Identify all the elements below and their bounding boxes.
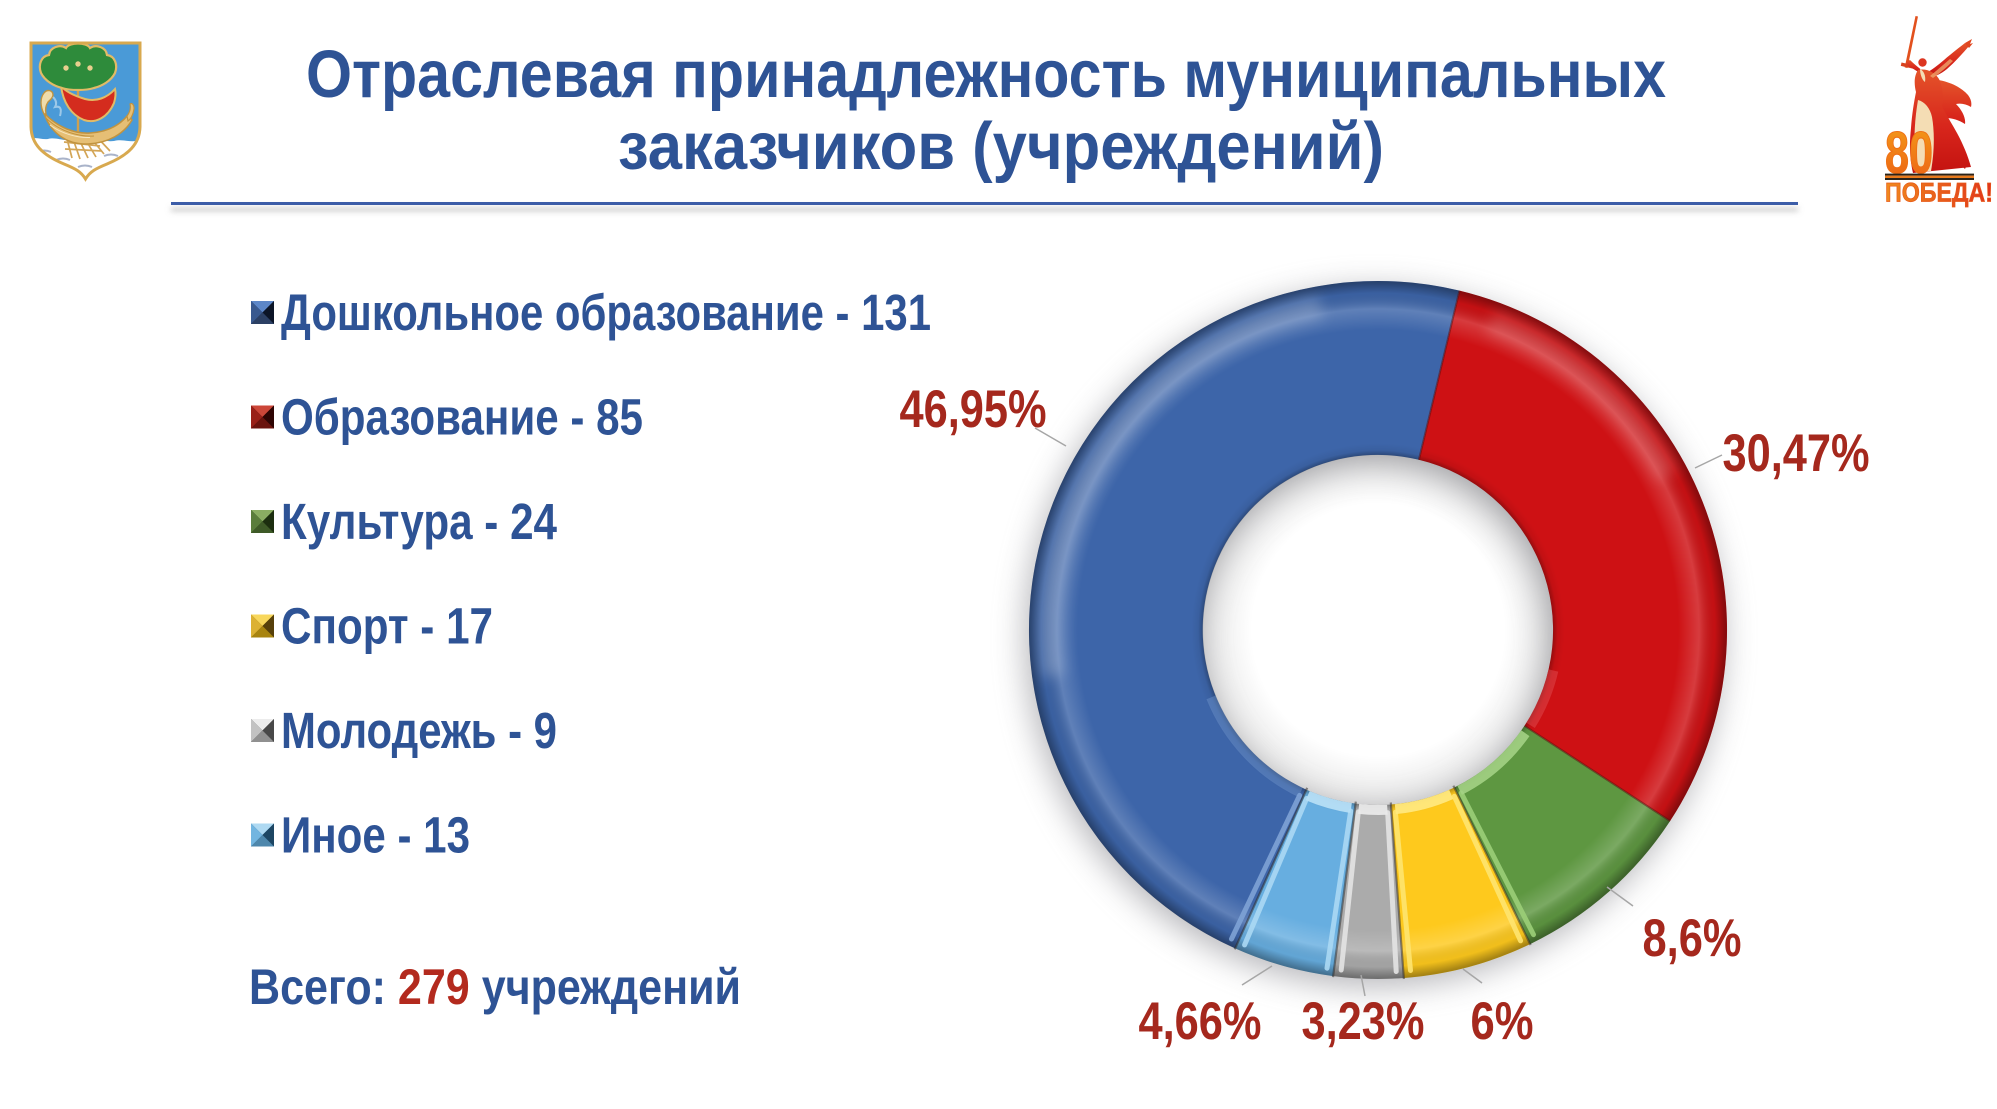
svg-text:Отраслевая принадлежность муни: Отраслевая принадлежность муниципальных xyxy=(306,37,1666,112)
svg-text:заказчиков (учреждений): заказчиков (учреждений) xyxy=(618,109,1384,184)
svg-text:30,47%: 30,47% xyxy=(1723,424,1870,483)
svg-text:4,66%: 4,66% xyxy=(1139,992,1262,1051)
svg-text:6%: 6% xyxy=(1471,992,1534,1051)
svg-text:3,23%: 3,23% xyxy=(1302,992,1425,1051)
svg-text:ПОБЕДА!: ПОБЕДА! xyxy=(1885,178,1993,208)
svg-text:Иное - 13: Иное - 13 xyxy=(281,807,470,864)
svg-text:Образование - 85: Образование - 85 xyxy=(281,389,643,446)
svg-text:Дошкольное образование - 131: Дошкольное образование - 131 xyxy=(281,284,931,341)
svg-text:Культура - 24: Культура - 24 xyxy=(281,493,558,550)
svg-text:Молодежь - 9: Молодежь - 9 xyxy=(281,702,557,759)
svg-text:Спорт - 17: Спорт - 17 xyxy=(281,598,493,655)
svg-text:8,6%: 8,6% xyxy=(1643,909,1742,968)
svg-text:Всего: 279 учреждений: Всего: 279 учреждений xyxy=(249,959,741,1015)
svg-text:46,95%: 46,95% xyxy=(900,380,1047,439)
